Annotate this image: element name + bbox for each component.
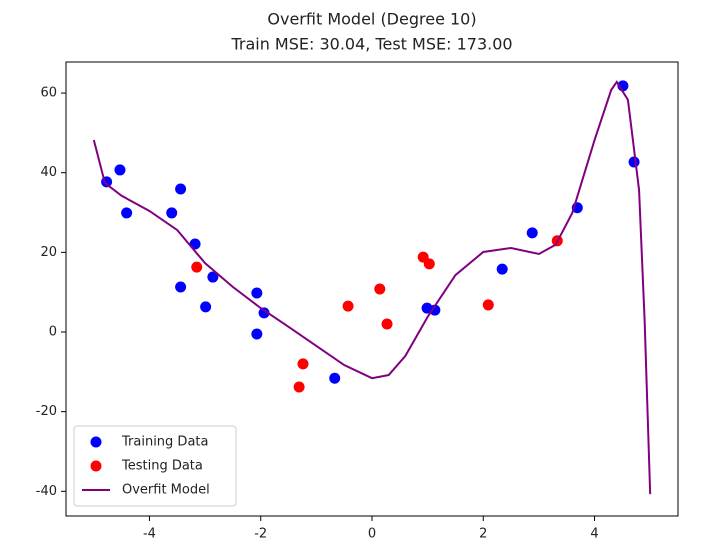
legend-box	[73, 425, 237, 507]
data-point	[175, 183, 187, 195]
data-point	[342, 300, 354, 312]
legend-marker	[90, 436, 102, 448]
data-point	[251, 328, 263, 340]
chart-subtitle: Train MSE: 30.04, Test MSE: 173.00	[230, 35, 512, 54]
legend-label: Overfit Model	[122, 483, 210, 498]
x-tick-label: -4	[143, 527, 156, 542]
data-point	[628, 156, 640, 168]
x-tick-label: 0	[368, 527, 376, 542]
chart-title: Overfit Model (Degree 10)	[267, 10, 476, 29]
data-point	[166, 207, 178, 219]
y-tick-label: 20	[40, 245, 57, 260]
data-point	[482, 299, 494, 311]
y-tick-label: 0	[49, 325, 57, 340]
data-point	[200, 301, 212, 313]
y-tick-label: 40	[40, 165, 57, 180]
x-tick-label: -2	[254, 527, 267, 542]
data-point	[251, 287, 263, 299]
data-point	[526, 227, 538, 239]
data-point	[496, 263, 508, 275]
data-point	[293, 381, 305, 393]
data-point	[381, 318, 393, 330]
x-tick-label: 4	[590, 527, 598, 542]
data-point	[374, 283, 386, 295]
data-point	[429, 304, 441, 316]
data-point	[258, 307, 270, 319]
data-point	[207, 271, 219, 283]
data-point	[423, 258, 435, 270]
data-point	[329, 372, 341, 384]
data-point	[114, 164, 126, 176]
legend-label: Training Data	[121, 435, 208, 450]
legend-label: Testing Data	[121, 459, 203, 474]
y-tick-label: -20	[36, 404, 57, 419]
data-point	[191, 261, 203, 273]
data-point	[121, 207, 133, 219]
y-tick-label: 60	[40, 86, 57, 101]
y-tick-label: -40	[36, 484, 57, 499]
model-line	[92, 80, 652, 495]
data-point	[297, 358, 309, 370]
x-tick-label: 2	[479, 527, 487, 542]
legend-marker	[90, 460, 102, 472]
data-point	[175, 281, 187, 293]
